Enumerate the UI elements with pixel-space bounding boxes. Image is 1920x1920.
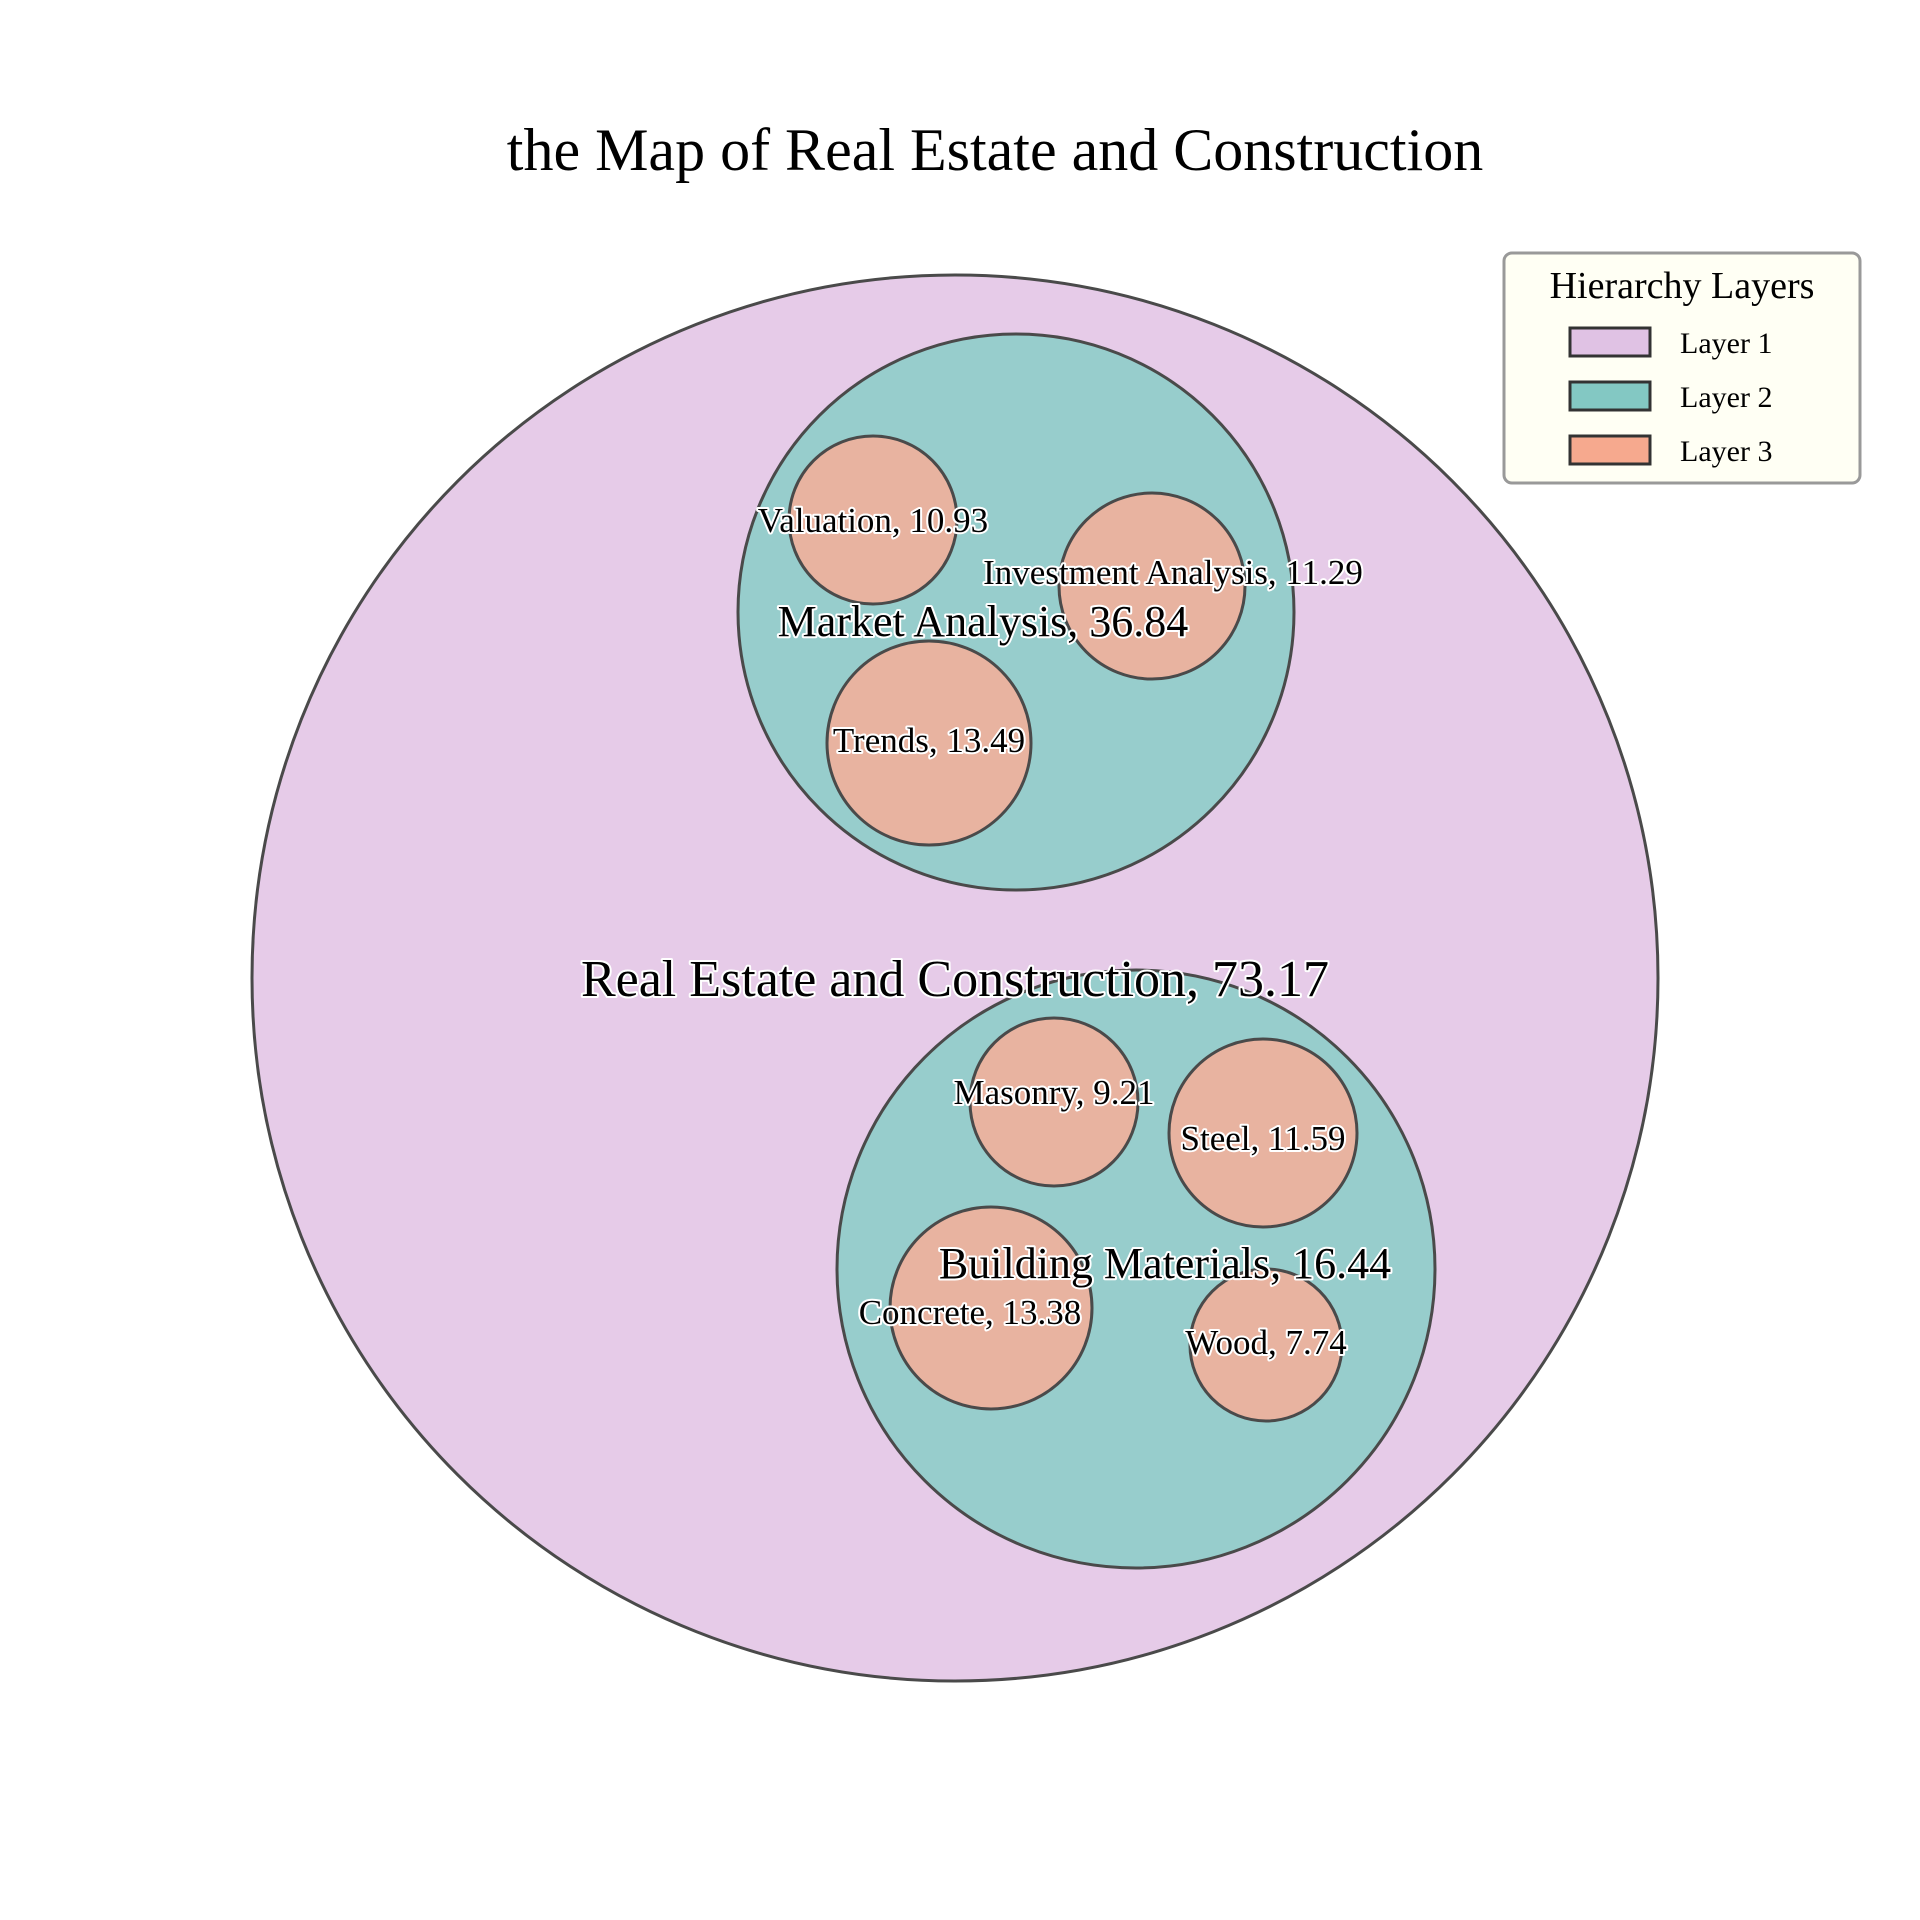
bubble-valuation (787, 434, 959, 606)
bubble-trends (825, 639, 1033, 847)
legend-label-layer-3: Layer 3 (1680, 435, 1772, 468)
label-materials: Building Materials, 16.44 (939, 1239, 1391, 1288)
bubble-steel (1167, 1037, 1359, 1229)
label-steel: Steel, 11.59 (1181, 1119, 1346, 1158)
label-concrete: Concrete, 13.38 (859, 1293, 1082, 1332)
label-valuation: Valuation, 10.93 (758, 501, 988, 540)
legend-label-layer-2: Layer 2 (1680, 381, 1772, 414)
bubble-masonry (968, 1016, 1140, 1188)
label-investment: Investment Analysis, 11.29 (983, 553, 1363, 592)
legend-swatch-layer-1 (1568, 326, 1652, 358)
bubble-investment (1057, 491, 1247, 681)
legend-swatch-layer-2 (1568, 380, 1652, 412)
labels-group: Real Estate and Construction, 73.17 Marke… (579, 499, 1393, 1364)
label-root: Real Estate and Construction, 73.17 (581, 951, 1329, 1008)
label-wood: Wood, 7.74 (1185, 1323, 1346, 1362)
bubble-concrete (888, 1205, 1094, 1411)
label-market: Market Analysis, 36.84 (778, 597, 1189, 646)
legend-label-layer-1: Layer 1 (1680, 327, 1772, 360)
chart-title: the Map of Real Estate and Construction (507, 117, 1483, 183)
bubble-wood (1188, 1267, 1344, 1423)
legend-entries: Layer 1 Layer 2 Layer 3 (1568, 326, 1772, 468)
bubbles-group (250, 273, 1660, 1683)
label-masonry: Masonry, 9.21 (954, 1073, 1155, 1112)
legend-frame (1502, 251, 1862, 485)
legend: Hierarchy Layers Layer 1 Layer 2 Layer 3 (1502, 251, 1862, 485)
legend-title: Hierarchy Layers (1550, 265, 1815, 307)
label-trends: Trends, 13.49 (833, 721, 1025, 760)
legend-swatch-layer-3 (1568, 434, 1652, 466)
